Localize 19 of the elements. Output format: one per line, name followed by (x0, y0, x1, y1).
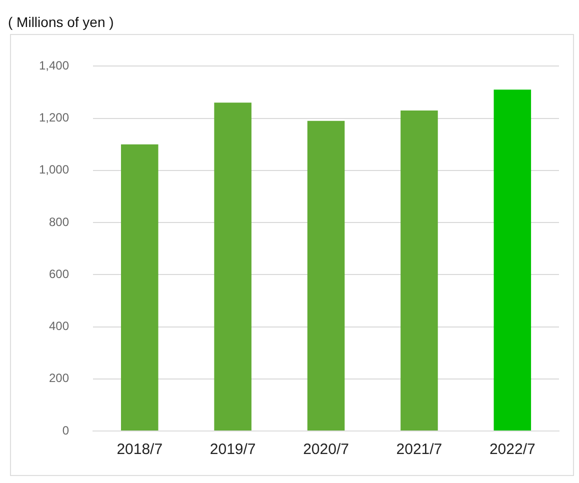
y-axis-title: ( Millions of yen ) (8, 14, 114, 30)
y-tick-label: 400 (49, 319, 70, 334)
bar (494, 90, 532, 430)
x-tick-label: 2022/7 (489, 441, 536, 458)
y-tick-label: 1,400 (39, 58, 70, 73)
x-tick-label: 2021/7 (396, 441, 442, 458)
y-tick-label: 1,000 (39, 162, 70, 177)
y-tick-label: 800 (49, 214, 70, 229)
y-tick-label: 1,200 (39, 110, 70, 125)
bar (307, 120, 345, 430)
x-tick-label: 2020/7 (303, 441, 349, 458)
x-tick-label: 2019/7 (210, 441, 256, 458)
y-tick-label: 0 (62, 423, 70, 438)
bar (214, 102, 252, 430)
y-tick-label: 200 (49, 371, 70, 386)
bar (120, 144, 158, 430)
y-tick-label: 600 (49, 266, 70, 281)
bar (400, 110, 438, 430)
x-tick-label: 2018/7 (116, 441, 163, 458)
